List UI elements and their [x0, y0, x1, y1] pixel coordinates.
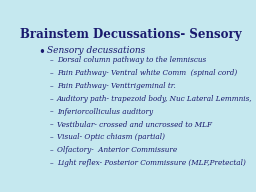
Text: Pain Pathway- Ventral white Comm  (spinal cord): Pain Pathway- Ventral white Comm (spinal… [57, 69, 237, 77]
Text: Dorsal column pathway to the lemniscus: Dorsal column pathway to the lemniscus [57, 56, 206, 64]
Text: –: – [50, 146, 54, 154]
Text: Vestibular- crossed and uncrossed to MLF: Vestibular- crossed and uncrossed to MLF [57, 121, 212, 129]
Text: –: – [50, 159, 54, 167]
Text: Brainstem Decussations- Sensory: Brainstem Decussations- Sensory [20, 28, 242, 41]
Text: Pain Pathway- Venttrigeminal tr.: Pain Pathway- Venttrigeminal tr. [57, 82, 176, 90]
Text: –: – [50, 56, 54, 64]
Text: –: – [50, 69, 54, 77]
Text: Light reflex- Posterior Commissure (MLF,Pretectal): Light reflex- Posterior Commissure (MLF,… [57, 159, 246, 167]
Text: –: – [50, 133, 54, 142]
Text: •: • [38, 46, 45, 59]
Text: –: – [50, 82, 54, 90]
Text: Sensory decussations: Sensory decussations [47, 46, 145, 55]
Text: Auditory path- trapezoid body, Nuc Lateral Lemmnis,: Auditory path- trapezoid body, Nuc Later… [57, 95, 252, 103]
Text: –: – [50, 108, 54, 116]
Text: –: – [50, 121, 54, 129]
Text: –: – [50, 95, 54, 103]
Text: Inferiorcolliculus auditory: Inferiorcolliculus auditory [57, 108, 153, 116]
Text: Visual- Optic chiasm (partial): Visual- Optic chiasm (partial) [57, 133, 165, 142]
Text: Olfactory-  Anterior Commissure: Olfactory- Anterior Commissure [57, 146, 177, 154]
